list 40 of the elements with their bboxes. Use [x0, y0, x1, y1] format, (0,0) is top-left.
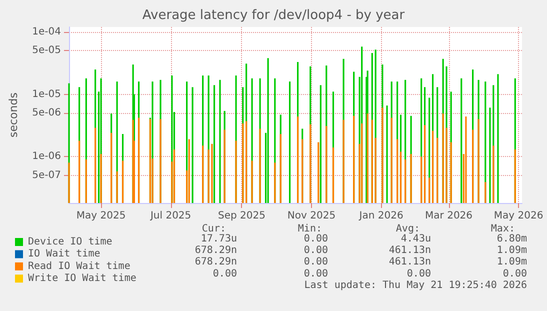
- text: 6.80m: [496, 234, 527, 244]
- text: 0.00: [502, 268, 527, 280]
- text: 1.09m: [496, 245, 527, 256]
- text: 1.09m: [496, 256, 527, 268]
- chart-title: Average latency for /dev/loop4 - by year: [142, 8, 406, 23]
- text: Last update: Thu May 21 19:25:40 2026: [304, 280, 527, 291]
- text: 0.00: [304, 245, 328, 256]
- y-axis-title: seconds: [7, 92, 20, 138]
- legend-label: Read IO Wait time: [28, 260, 130, 272]
- x-tick-label: May 2026: [494, 210, 544, 222]
- text: 0.00: [304, 268, 328, 280]
- y-tick-label: 5e-07: [32, 170, 61, 181]
- x-tick-label: Sep 2025: [218, 210, 266, 222]
- y-tick-label: 5e-06: [32, 108, 61, 119]
- y-tick-label: 1e-04: [32, 26, 61, 38]
- x-tick-label: Jul 2025: [149, 210, 192, 222]
- y-tick-label: 1e-06: [32, 151, 61, 162]
- text: Max:: [490, 224, 515, 234]
- legend-label: IO Wait time: [28, 248, 100, 260]
- text: Min:: [298, 224, 322, 234]
- x-tick-label: Jan 2026: [358, 210, 404, 222]
- text: 0.00: [212, 268, 237, 280]
- text: 678.29n: [194, 256, 237, 268]
- legend-label: Device IO time: [28, 236, 112, 248]
- text: 4.43u: [400, 234, 431, 244]
- x-tick-label: Mar 2026: [425, 210, 473, 222]
- x-tick-label: May 2025: [76, 210, 126, 222]
- x-tick-label: Nov 2025: [287, 210, 336, 222]
- text: 0.00: [304, 256, 328, 268]
- text: 461.13n: [388, 245, 431, 256]
- legend-label: Write IO Wait time: [28, 273, 136, 284]
- y-tick-label: 1e-05: [32, 88, 61, 100]
- y-tick-label: 5e-05: [32, 45, 61, 56]
- text: Avg:: [396, 224, 420, 234]
- text: 678.29n: [194, 245, 237, 256]
- text: 17.73u: [200, 234, 237, 244]
- text: Cur:: [202, 224, 226, 234]
- text: 0.00: [406, 268, 431, 280]
- text: 0.00: [304, 234, 328, 244]
- text: 461.13n: [388, 256, 431, 268]
